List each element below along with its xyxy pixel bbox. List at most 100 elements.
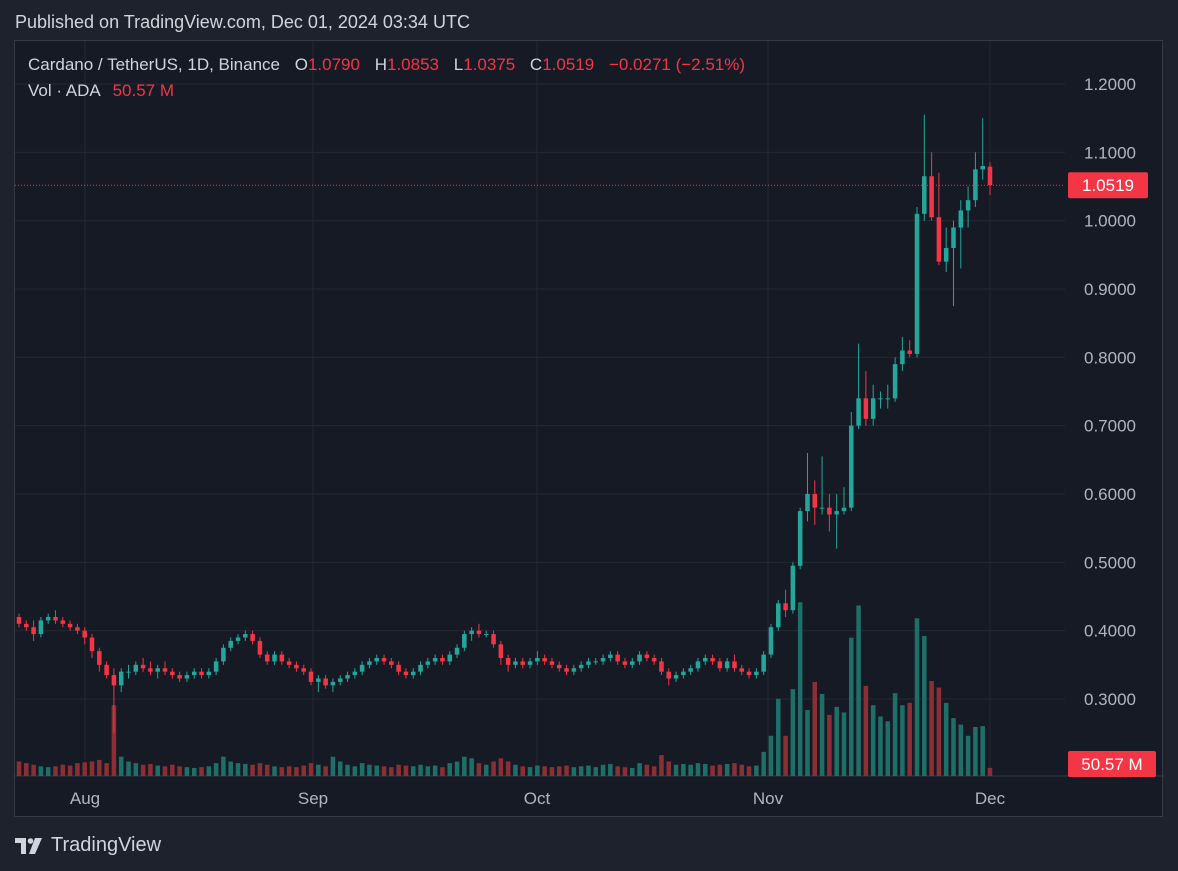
volume-bar (776, 698, 781, 776)
candle-body (929, 176, 934, 218)
y-tick-label: 1.2000 (1084, 75, 1136, 94)
candle-body (754, 671, 759, 676)
candle-body (75, 627, 80, 631)
candle-body (389, 661, 394, 665)
candle-body (695, 661, 701, 669)
volume-bar (38, 766, 44, 776)
volume-bar (629, 767, 635, 776)
candle-body (549, 661, 555, 665)
volume-bar (418, 764, 423, 776)
candle-body (513, 661, 518, 665)
legend-low-value: 1.0375 (463, 55, 516, 74)
candle-body (564, 668, 569, 672)
candle-body (476, 630, 482, 635)
candle-body (367, 661, 372, 665)
legend-high-label: H (374, 55, 387, 74)
y-tick-label: 0.7000 (1084, 417, 1136, 436)
volume-bar (812, 681, 818, 776)
candle-body (24, 623, 29, 628)
last-price-tag (1068, 172, 1148, 199)
candle-body (279, 654, 285, 662)
volume-bar (644, 764, 650, 776)
candle-body (615, 654, 620, 662)
candle-body (337, 678, 343, 682)
legend-volume-label[interactable]: Vol · ADA (28, 81, 100, 100)
legend-ohlc: Cardano / TetherUS, 1D, Binance O1.0790 … (28, 55, 745, 75)
candle-body (527, 661, 533, 665)
candle-body (783, 603, 788, 611)
candle-body (228, 640, 233, 648)
volume-bar (206, 766, 212, 776)
y-tick-label: 0.3000 (1084, 690, 1136, 709)
volume-bar (235, 763, 241, 776)
last-volume-label: 50.57 M (1081, 755, 1142, 774)
candle-body (892, 364, 898, 399)
candle-body (447, 654, 453, 662)
volume-bar (316, 764, 321, 776)
chart-frame[interactable]: 1.2000 1.1000 1.0000 0.9000 0.8000 0.7000 0.60… (14, 40, 1164, 818)
volume-bar (476, 763, 482, 776)
volume-bar (31, 764, 36, 776)
volume-bar (586, 765, 591, 776)
volume-bar (250, 764, 255, 776)
candle-body (67, 623, 73, 628)
volume-bar (922, 636, 927, 776)
y-tick-label: 0.6000 (1084, 485, 1136, 504)
volume-bar (67, 765, 73, 776)
candle-body (155, 668, 160, 672)
volume-bar (505, 761, 511, 776)
candle-body (914, 213, 920, 354)
candle-body (381, 658, 387, 662)
volume-bar (148, 763, 153, 776)
candle-body (38, 620, 44, 635)
volume-bar (622, 767, 628, 776)
volume-bar (140, 764, 146, 776)
candle-body (885, 398, 891, 400)
volume-bar (936, 687, 942, 776)
volume-bar (425, 766, 431, 776)
volume-bar (155, 765, 160, 776)
candle-body (418, 664, 423, 672)
volume-bar (469, 758, 474, 776)
volume-bar (856, 605, 861, 776)
volume-bar (447, 763, 453, 776)
volume-bar (199, 767, 204, 776)
candlestick-chart[interactable]: 1.2000 1.1000 1.0000 0.9000 0.8000 0.7000 0.60… (15, 41, 1164, 818)
candle-body (264, 654, 270, 662)
candle-body (768, 627, 774, 655)
candle-body (556, 664, 562, 669)
candle-body (943, 248, 949, 262)
y-tick-label: 1.0000 (1084, 212, 1136, 231)
candle-body (177, 675, 182, 679)
volume-bar (352, 766, 358, 776)
tradingview-brand[interactable]: TradingView (15, 834, 161, 857)
volume-bar (177, 766, 182, 776)
candle-body (250, 634, 255, 641)
volume-bar (243, 763, 248, 776)
volume-bar (673, 764, 679, 776)
candle-body (637, 654, 642, 662)
legend-symbol[interactable]: Cardano / TetherUS, 1D, Binance (28, 55, 280, 74)
candle-body (483, 634, 489, 636)
volume-bar (681, 763, 686, 776)
volume-bar (126, 761, 131, 776)
volume-bar (542, 766, 547, 776)
volume-bar (97, 759, 102, 776)
y-tick-label: 0.8000 (1084, 348, 1136, 367)
candle-body (724, 661, 730, 669)
volume-bar (535, 765, 540, 776)
candle-body (586, 661, 591, 665)
volume-bar (783, 735, 788, 776)
candle-body (432, 658, 438, 662)
candle-body (462, 634, 467, 648)
candle-body (659, 661, 664, 672)
volume-bar (118, 756, 124, 776)
volume-bar (345, 764, 350, 776)
volume-bar (381, 766, 387, 776)
candle-body (703, 658, 708, 662)
volume-bar (929, 681, 934, 776)
volume-bar (432, 765, 438, 776)
candle-body (243, 634, 248, 638)
candle-body (257, 640, 263, 655)
legend-close-value: 1.0519 (542, 55, 595, 74)
